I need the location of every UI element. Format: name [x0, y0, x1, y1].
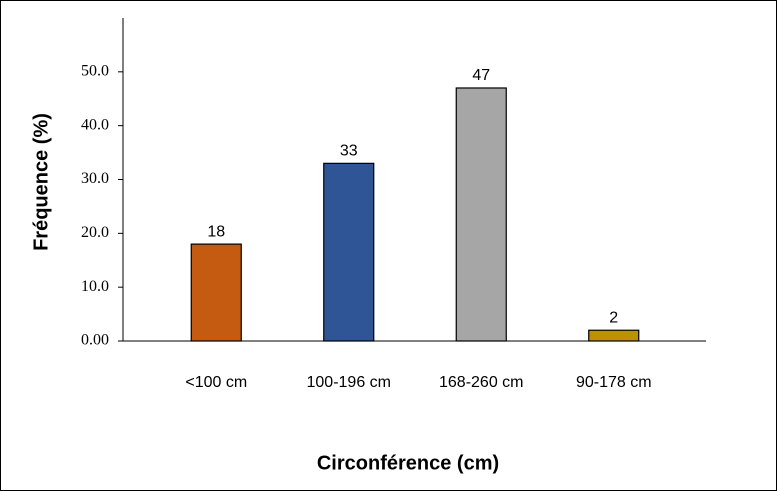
x-tick-label: 100-196 cm — [307, 374, 392, 391]
bar — [455, 87, 507, 342]
bar — [190, 243, 242, 342]
x-axis-title: Circonférence (cm) — [317, 452, 499, 474]
y-tick-label: 0.00 — [81, 332, 109, 349]
y-axis-title: Fréquence (%) — [30, 113, 52, 251]
bar — [323, 162, 375, 342]
value-label: 2 — [609, 309, 618, 326]
value-label: 47 — [472, 67, 490, 84]
x-tick-label: 168-260 cm — [439, 374, 524, 391]
y-tick-label: 20.0 — [81, 224, 109, 241]
y-tick-label: 50.0 — [81, 63, 109, 80]
x-tick-label: <100 cm — [185, 374, 247, 391]
y-tick-label: 40.0 — [81, 116, 109, 133]
y-tick-label: 30.0 — [81, 170, 109, 187]
value-label: 18 — [207, 223, 225, 240]
value-label: 33 — [340, 143, 358, 160]
bar — [588, 329, 640, 342]
y-tick-label: 10.0 — [81, 278, 109, 295]
x-tick-label: 90-178 cm — [576, 374, 652, 391]
